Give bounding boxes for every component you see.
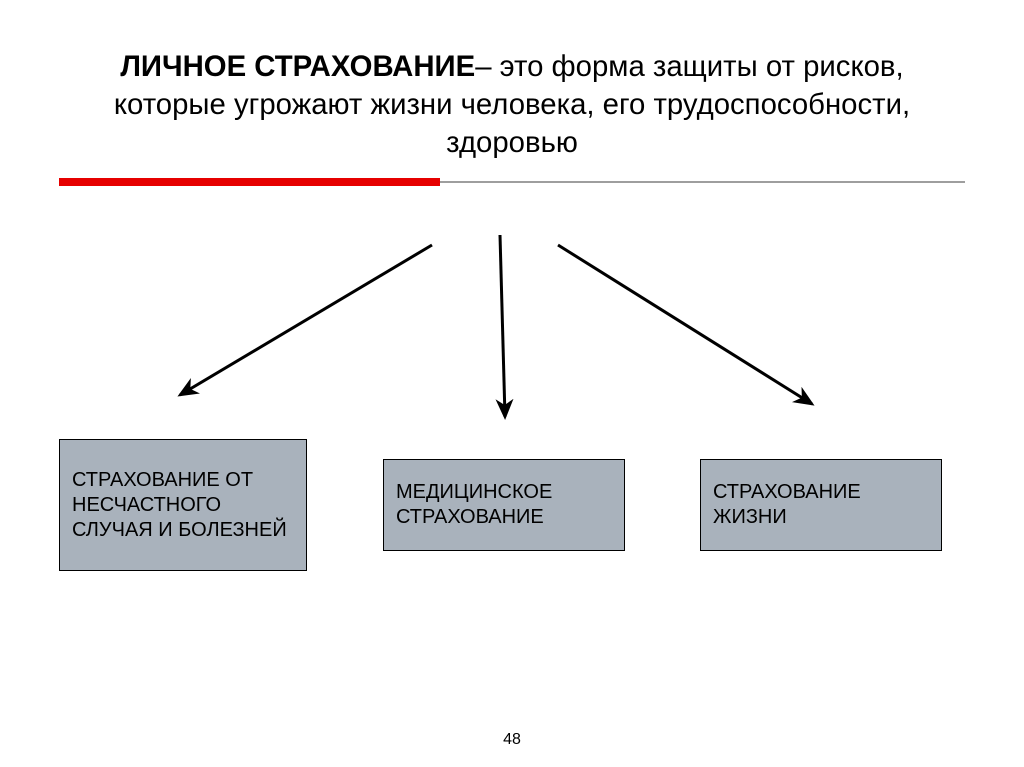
arrow-1 [180, 245, 432, 395]
divider-thick [59, 178, 440, 186]
title-bold-part: ЛИЧНОЕ СТРАХОВАНИЕ [120, 50, 475, 83]
category-box-3: СТРАХОВАНИЕ ЖИЗНИ [700, 459, 942, 551]
divider-thin [440, 181, 965, 183]
category-box-1: СТРАХОВАНИЕ ОТ НЕСЧАСТНОГО СЛУЧАЯ И БОЛЕ… [59, 439, 307, 571]
arrow-2 [500, 235, 505, 417]
arrow-group [180, 235, 812, 417]
page-number: 48 [0, 731, 1024, 749]
category-box-label: СТРАХОВАНИЕ ЖИЗНИ [713, 480, 929, 530]
category-box-label: СТРАХОВАНИЕ ОТ НЕСЧАСТНОГО СЛУЧАЯ И БОЛЕ… [72, 468, 294, 543]
category-box-2: МЕДИЦИНСКОЕ СТРАХОВАНИЕ [383, 459, 625, 551]
arrow-3 [558, 245, 812, 404]
category-box-label: МЕДИЦИНСКОЕ СТРАХОВАНИЕ [396, 480, 612, 530]
title-divider [59, 178, 965, 188]
slide-title: ЛИЧНОЕ СТРАХОВАНИЕ– это форма защиты от … [100, 48, 924, 162]
